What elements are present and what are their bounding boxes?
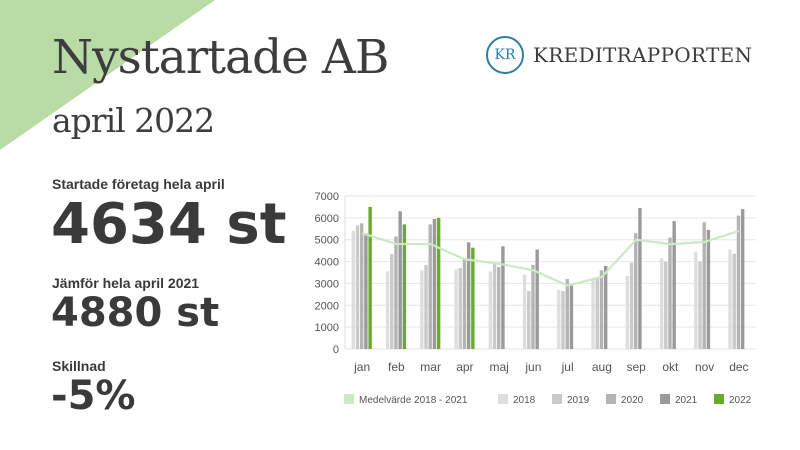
bar-2019-nov	[698, 261, 702, 349]
bar-2020-dec	[736, 215, 741, 349]
bar-2019-maj	[492, 263, 497, 349]
bar-2019-jan	[355, 225, 360, 349]
bar-2021-nov	[706, 229, 711, 349]
y-tick-label: 2000	[315, 300, 339, 312]
bar-2019-sep	[629, 262, 634, 349]
diff-label: Skillnad	[52, 358, 106, 374]
y-tick-label: 3000	[315, 278, 339, 290]
bar-2018-dec	[728, 249, 732, 349]
bar-2019-aug	[595, 277, 599, 349]
y-tick-label: 5000	[315, 235, 339, 247]
bar-2018-jul	[557, 289, 561, 349]
started-value: 4634 st	[51, 192, 287, 257]
y-tick-label: 1000	[315, 322, 339, 334]
compare-value: 4880 st	[51, 290, 220, 336]
bar-2019-apr	[458, 268, 462, 349]
y-tick-label: 0	[333, 344, 339, 356]
x-tick-label: dec	[729, 360, 748, 374]
corner-accent	[0, 0, 215, 150]
bar-2022-apr	[471, 247, 475, 349]
bar-2019-mar	[424, 264, 428, 349]
x-tick-label: nov	[695, 360, 714, 374]
bar-2019-feb	[390, 253, 394, 349]
bar-2018-okt	[659, 258, 664, 349]
bar-2019-jun	[527, 291, 531, 349]
legend-label: 2021	[675, 395, 698, 406]
legend-label: 2020	[621, 395, 644, 406]
bar-2021-aug	[603, 265, 608, 349]
bar-2022-jan	[368, 206, 372, 349]
bar-2020-sep	[634, 233, 638, 349]
bar-2021-okt	[672, 221, 676, 349]
legend-swatch	[498, 394, 508, 404]
y-tick-label: 7000	[315, 191, 339, 203]
page-subtitle: april 2022	[52, 101, 215, 140]
bar-2021-mar	[432, 218, 437, 349]
bar-2020-aug	[599, 270, 604, 349]
legend-swatch	[714, 394, 724, 404]
x-tick-label: maj	[489, 360, 508, 374]
bar-2019-dec	[732, 253, 736, 349]
bar-2021-jan	[364, 233, 368, 349]
legend-label: 2019	[567, 395, 590, 406]
bar-2018-feb	[385, 271, 390, 349]
x-tick-label: jun	[524, 360, 541, 374]
compare-label: Jämför hela april 2021	[52, 275, 200, 291]
diff-value: -5%	[51, 373, 136, 419]
bar-2021-sep	[638, 208, 642, 349]
bar-2018-jan	[351, 230, 356, 349]
legend-label: Medelvärde 2018 - 2021	[359, 395, 468, 406]
legend-label: 2022	[729, 395, 752, 406]
x-tick-label: jul	[561, 360, 574, 374]
x-tick-label: jan	[353, 360, 370, 374]
bar-2020-jul	[565, 279, 569, 349]
x-tick-label: okt	[662, 360, 679, 374]
bar-2020-maj	[497, 267, 501, 349]
x-tick-label: sep	[626, 360, 646, 374]
bar-2018-mar	[420, 270, 424, 349]
legend-swatch	[660, 394, 670, 404]
bar-2020-mar	[428, 224, 432, 349]
bar-2018-nov	[694, 251, 698, 349]
bar-2020-jun	[531, 264, 535, 349]
bar-2021-jul	[569, 284, 574, 349]
legend-label: 2018	[513, 395, 536, 406]
page-title: Nystartade AB	[52, 30, 389, 85]
x-tick-label: apr	[456, 360, 473, 374]
legend-swatch	[552, 394, 562, 404]
bar-2020-okt	[668, 237, 672, 349]
x-tick-label: aug	[592, 360, 612, 374]
bar-2020-nov	[702, 222, 706, 349]
bar-2021-feb	[398, 211, 402, 349]
bar-2019-jul	[561, 291, 565, 349]
y-tick-label: 6000	[315, 213, 339, 225]
x-tick-label: feb	[388, 360, 405, 374]
bar-2018-apr	[454, 269, 458, 349]
bar-2018-sep	[625, 275, 630, 349]
bar-2022-mar	[436, 217, 441, 349]
bar-2021-apr	[466, 242, 471, 349]
logo-name: KREDITRAPPORTEN	[533, 43, 753, 67]
average-line	[361, 229, 740, 287]
bar-2021-jun	[535, 249, 539, 349]
bar-2018-maj	[488, 271, 493, 349]
x-tick-label: mar	[420, 360, 441, 374]
started-label: Startade företag hela april	[52, 176, 225, 192]
bar-2018-jun	[522, 274, 527, 349]
legend-swatch	[344, 394, 354, 404]
bar-2020-jan	[360, 223, 364, 349]
logo-monogram: KR	[486, 36, 524, 74]
y-tick-label: 4000	[315, 257, 339, 269]
brand-logo: KR KREDITRAPPORTEN	[486, 36, 752, 74]
bar-2018-aug	[591, 280, 595, 349]
bar-2019-okt	[664, 261, 668, 349]
bar-2021-maj	[501, 246, 505, 349]
bar-2020-feb	[394, 236, 398, 349]
legend-swatch	[606, 394, 616, 404]
bar-2020-apr	[462, 258, 467, 349]
bar-2022-feb	[402, 224, 407, 349]
bar-2021-dec	[740, 209, 745, 349]
